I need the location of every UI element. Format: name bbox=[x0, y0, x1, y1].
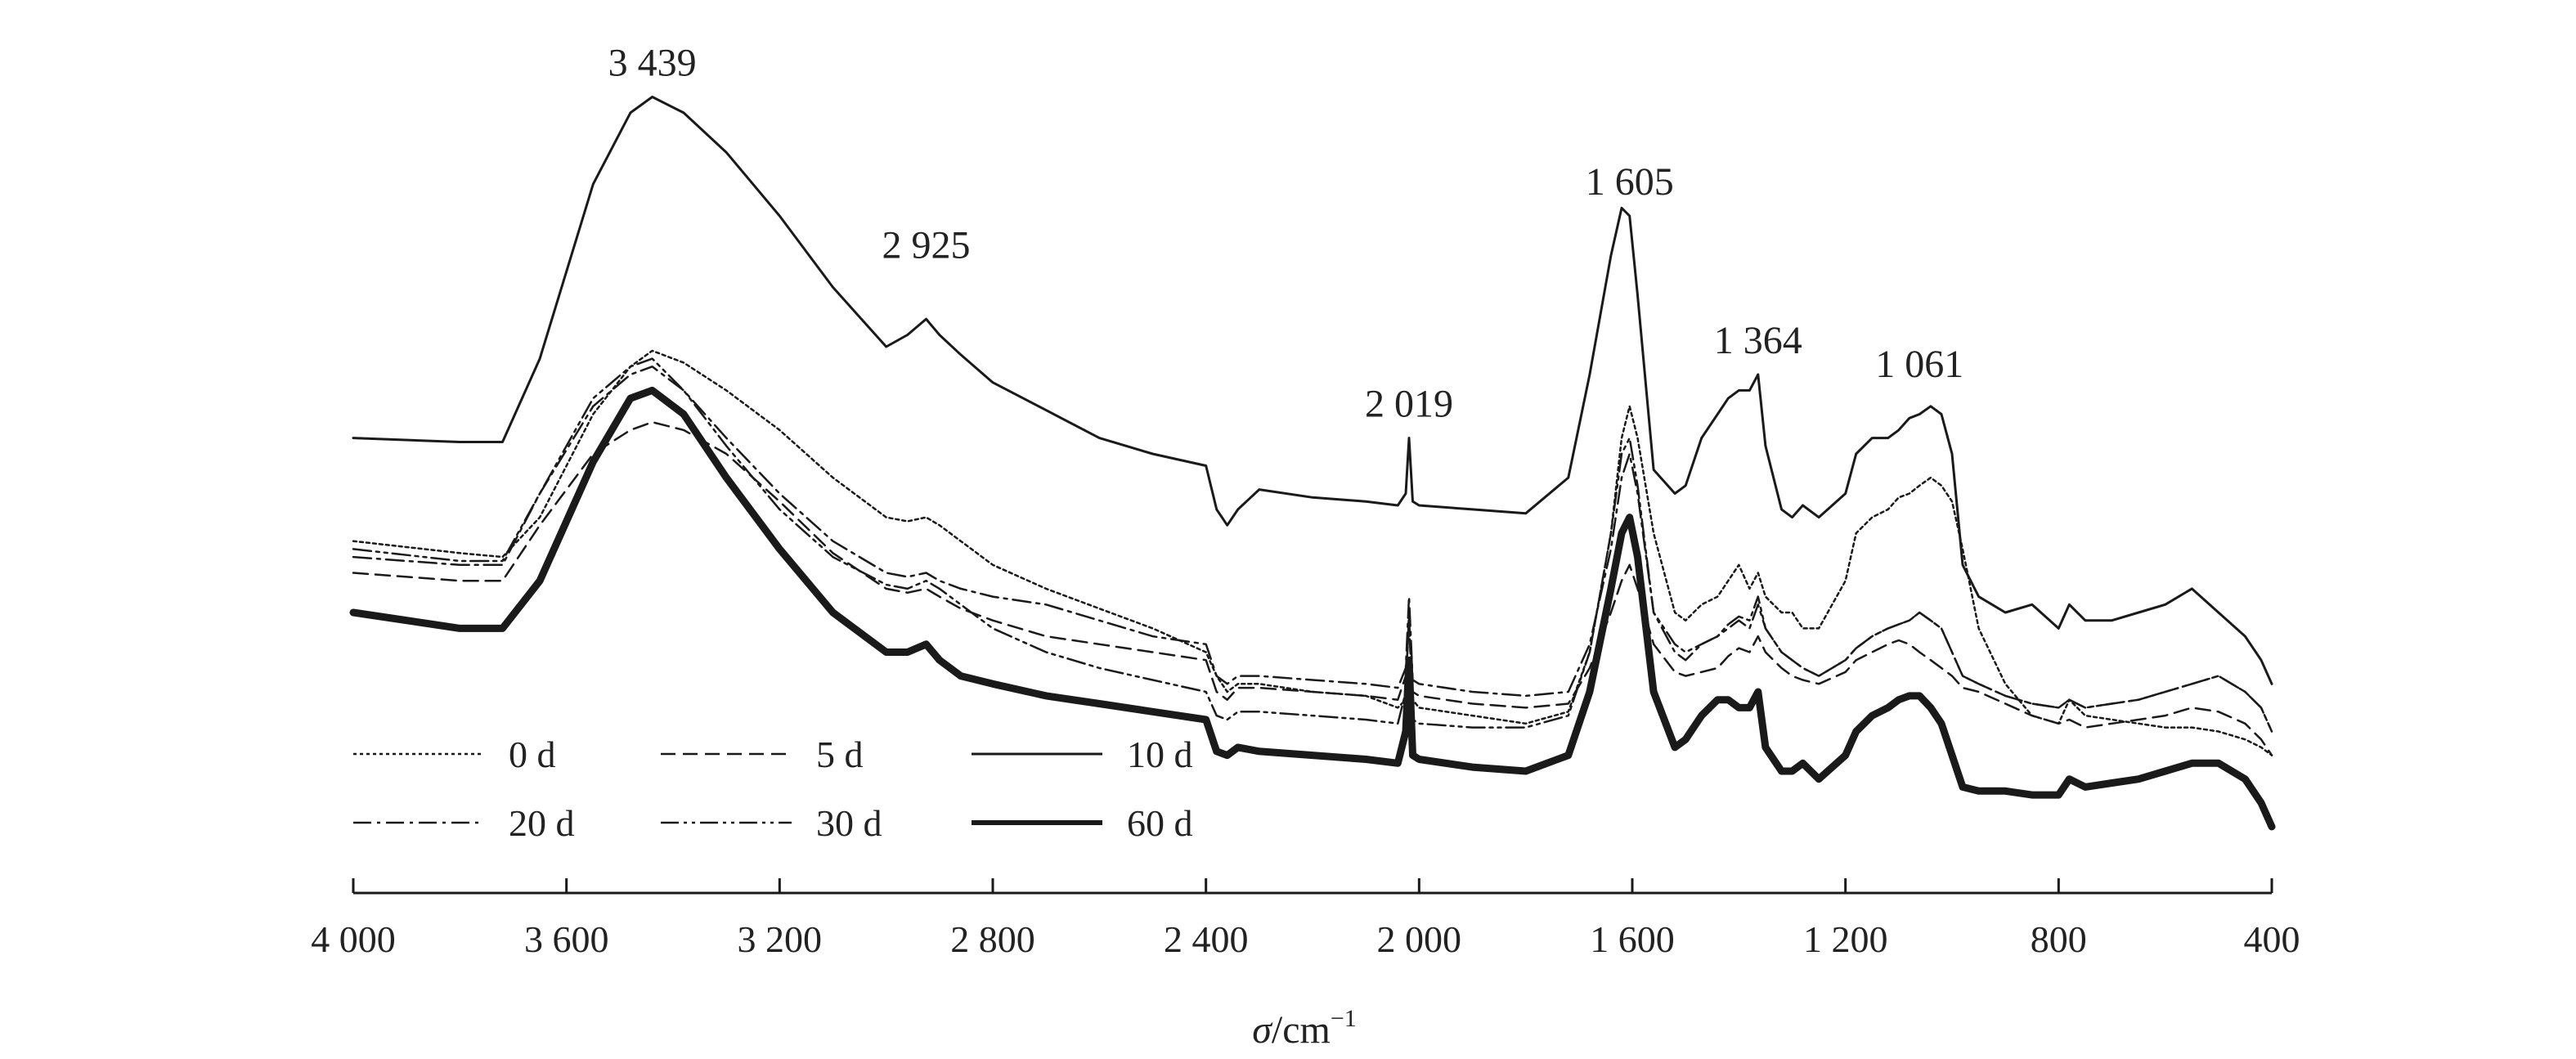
x-tick-label-6: 1 600 bbox=[1590, 918, 1675, 960]
x-axis: 4 000 3 600 3 200 2 800 2 400 2 000 1 600 1 200… bbox=[311, 878, 2300, 960]
x-tick-label-1: 3 600 bbox=[524, 918, 609, 960]
x-tick-label-7: 1 200 bbox=[1803, 918, 1888, 960]
peak-label-3: 1 605 bbox=[1586, 160, 1674, 204]
x-tick-label-0: 4 000 bbox=[311, 918, 396, 960]
x-axis-title: σ/cm−1 bbox=[1252, 1005, 1357, 1052]
x-tick-label-9: 400 bbox=[2244, 918, 2300, 960]
x-tick-label-5: 2 000 bbox=[1377, 918, 1462, 960]
legend-label-0-d: 0 d bbox=[509, 734, 556, 775]
series-line-20-d bbox=[352, 366, 2273, 733]
series-line-5-d bbox=[352, 420, 2273, 756]
x-tick-label-4: 2 400 bbox=[1164, 918, 1249, 960]
series-line-30-d bbox=[352, 357, 2273, 733]
legend-label-30-d: 30 d bbox=[816, 802, 882, 844]
x-tick-label-3: 2 800 bbox=[950, 918, 1035, 960]
series-line-60-d bbox=[349, 386, 2276, 831]
series-line-0-d bbox=[352, 349, 2273, 756]
legend-label-10-d: 10 d bbox=[1127, 734, 1193, 775]
peak-label-2: 2 019 bbox=[1365, 383, 1453, 426]
series-line-10-d bbox=[352, 96, 2273, 685]
peak-label-4: 1 364 bbox=[1714, 319, 1802, 362]
x-tick-label-8: 800 bbox=[2031, 918, 2087, 960]
x-tick-label-2: 3 200 bbox=[738, 918, 823, 960]
peak-label-0: 3 439 bbox=[608, 42, 697, 85]
series-layer bbox=[349, 96, 2276, 831]
x-axis-unit: /cm bbox=[1272, 1008, 1331, 1052]
x-axis-symbol: σ bbox=[1252, 1008, 1273, 1052]
legend: 0 d 5 d 10 d 20 d 30 d 60 d bbox=[353, 734, 1193, 844]
peak-annotations: 3 439 2 925 2 019 1 605 1 364 1 061 bbox=[608, 42, 1964, 426]
peak-label-5: 1 061 bbox=[1875, 343, 1963, 386]
legend-label-20-d: 20 d bbox=[509, 802, 575, 844]
x-axis-exponent: −1 bbox=[1331, 1005, 1357, 1032]
legend-label-5-d: 5 d bbox=[816, 734, 864, 775]
legend-label-60-d: 60 d bbox=[1127, 802, 1193, 844]
peak-label-1: 2 925 bbox=[882, 224, 971, 267]
